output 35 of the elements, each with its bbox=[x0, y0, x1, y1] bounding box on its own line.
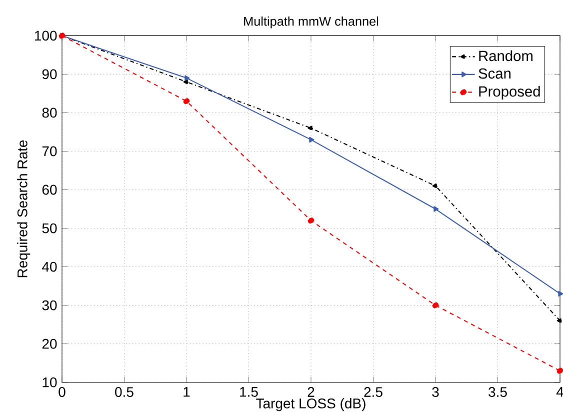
x-tick-label: 0.5 bbox=[115, 387, 134, 397]
point bbox=[184, 75, 190, 81]
point bbox=[308, 125, 313, 131]
x-axis-title: Target LOSS (dB) bbox=[256, 398, 366, 412]
y-tick-label: 80 bbox=[42, 108, 57, 118]
point bbox=[308, 217, 314, 224]
legend-label: Random bbox=[479, 50, 532, 62]
x-tick-label: 0 bbox=[58, 387, 66, 397]
chart-title: Multipath mmW channel bbox=[244, 16, 378, 28]
y-tick-label: 30 bbox=[42, 300, 57, 310]
y-tick-label: 70 bbox=[42, 146, 57, 156]
y-tick-label: 20 bbox=[42, 338, 57, 349]
x-tick-label: 1.5 bbox=[240, 387, 258, 397]
point bbox=[309, 136, 314, 143]
y-tick-label: 100 bbox=[35, 30, 57, 41]
y-tick-label: 10 bbox=[42, 377, 57, 388]
x-tick-label: 3 bbox=[432, 387, 439, 397]
legend-label: Proposed bbox=[479, 86, 540, 100]
y-tick-label: 50 bbox=[42, 223, 57, 234]
point bbox=[558, 290, 563, 297]
point bbox=[183, 79, 188, 85]
point bbox=[434, 206, 439, 212]
y-axis-title: Required Search Rate bbox=[17, 140, 30, 278]
x-tick-label: 2.5 bbox=[364, 387, 382, 397]
x-tick-label: 4 bbox=[556, 387, 563, 397]
point bbox=[432, 302, 439, 308]
x-tick-label: 1 bbox=[184, 387, 190, 397]
x-tick-label: 3.5 bbox=[488, 387, 507, 397]
legend-label: Scan bbox=[478, 68, 510, 79]
point bbox=[183, 98, 190, 104]
point bbox=[432, 183, 438, 189]
y-tick-label: 90 bbox=[42, 69, 57, 80]
x-tick-label: 2 bbox=[308, 387, 314, 397]
y-tick-label: 40 bbox=[42, 262, 57, 272]
y-tick-label: 60 bbox=[42, 184, 57, 195]
